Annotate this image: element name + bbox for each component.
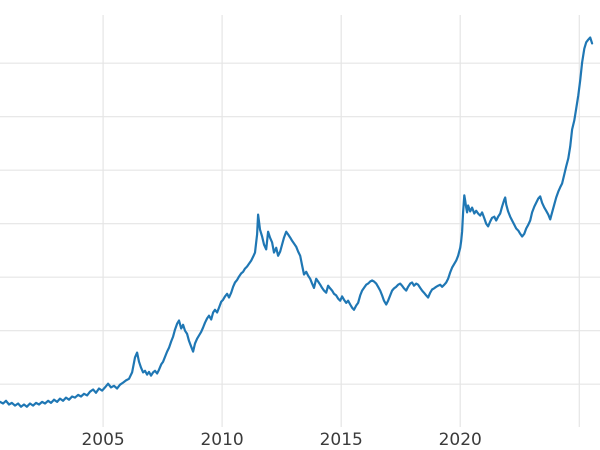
x-tick-label-2020: 2020 — [439, 430, 482, 450]
vertical-gridlines — [102, 15, 580, 427]
series-group — [0, 36, 594, 408]
price-series-line — [0, 36, 594, 408]
x-axis-tick-labels: 2005 2010 2015 2020 — [81, 430, 481, 450]
x-tick-label-2010: 2010 — [200, 430, 243, 450]
x-tick-label-2015: 2015 — [320, 430, 363, 450]
x-tick-label-2005: 2005 — [81, 430, 124, 450]
horizontal-gridlines — [0, 62, 600, 385]
